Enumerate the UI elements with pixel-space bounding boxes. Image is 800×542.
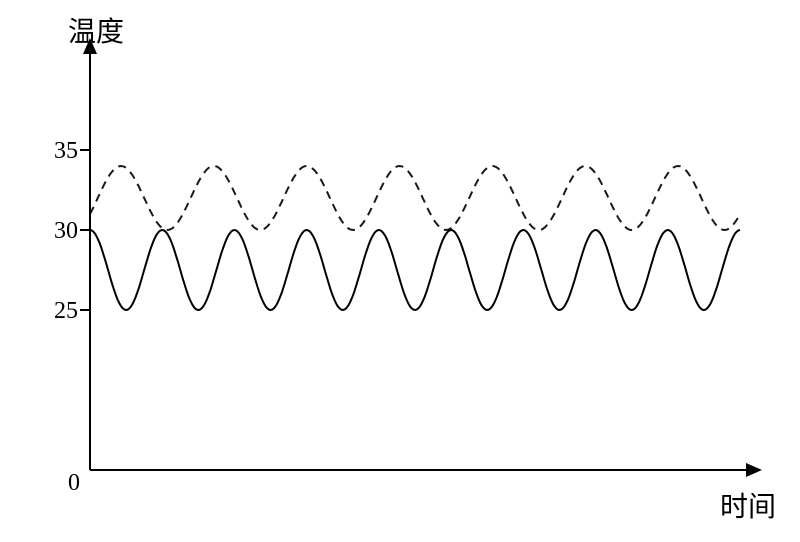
chart-svg bbox=[0, 0, 800, 542]
chart-container: 温度 35 30 25 0 时间 bbox=[0, 0, 800, 542]
series-dashed-wave bbox=[90, 166, 740, 230]
series-solid-wave bbox=[90, 230, 740, 310]
